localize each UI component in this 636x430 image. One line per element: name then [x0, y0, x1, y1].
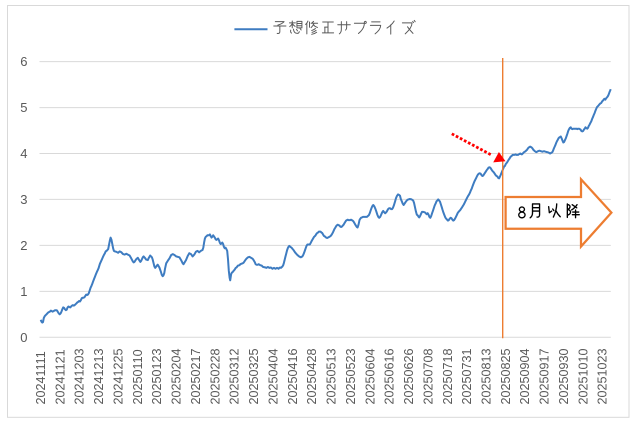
svg-text:20241203: 20241203 — [73, 348, 87, 404]
svg-text:2: 2 — [20, 238, 27, 253]
svg-text:20250110: 20250110 — [131, 349, 145, 404]
svg-text:20250312: 20250312 — [228, 348, 242, 404]
svg-text:20250428: 20250428 — [305, 348, 319, 404]
svg-text:20250626: 20250626 — [402, 348, 416, 404]
svg-text:20250813: 20250813 — [480, 348, 494, 404]
svg-text:20250917: 20250917 — [538, 348, 552, 404]
svg-text:20250217: 20250217 — [189, 348, 203, 404]
svg-text:20251010: 20251010 — [576, 348, 590, 404]
svg-text:20250513: 20250513 — [325, 348, 339, 404]
svg-text:20241225: 20241225 — [112, 348, 126, 404]
svg-text:20250523: 20250523 — [344, 348, 358, 404]
svg-text:3: 3 — [20, 192, 27, 207]
svg-text:20251023: 20251023 — [596, 348, 610, 404]
svg-text:20250616: 20250616 — [383, 348, 397, 404]
svg-text:6: 6 — [20, 54, 27, 69]
svg-text:20250731: 20250731 — [460, 348, 474, 404]
svg-text:20250416: 20250416 — [286, 348, 300, 404]
svg-text:20241111: 20241111 — [34, 351, 48, 404]
svg-text:20250930: 20250930 — [557, 348, 571, 404]
svg-text:1: 1 — [20, 284, 27, 299]
svg-text:20250718: 20250718 — [441, 348, 455, 404]
svg-text:20241121: 20241121 — [53, 349, 67, 404]
svg-text:20250123: 20250123 — [150, 348, 164, 404]
svg-text:20250904: 20250904 — [518, 348, 532, 404]
svg-text:20250325: 20250325 — [247, 348, 261, 404]
svg-text:4: 4 — [20, 146, 27, 161]
svg-text:5: 5 — [20, 100, 27, 115]
svg-text:20250825: 20250825 — [499, 348, 513, 404]
svg-text:20250204: 20250204 — [170, 348, 184, 404]
svg-text:20241213: 20241213 — [92, 348, 106, 404]
svg-text:20250708: 20250708 — [421, 348, 435, 404]
svg-text:0: 0 — [20, 330, 27, 345]
svg-text:20250404: 20250404 — [266, 348, 280, 404]
svg-text:20250604: 20250604 — [363, 348, 377, 404]
svg-text:20250228: 20250228 — [208, 348, 222, 404]
